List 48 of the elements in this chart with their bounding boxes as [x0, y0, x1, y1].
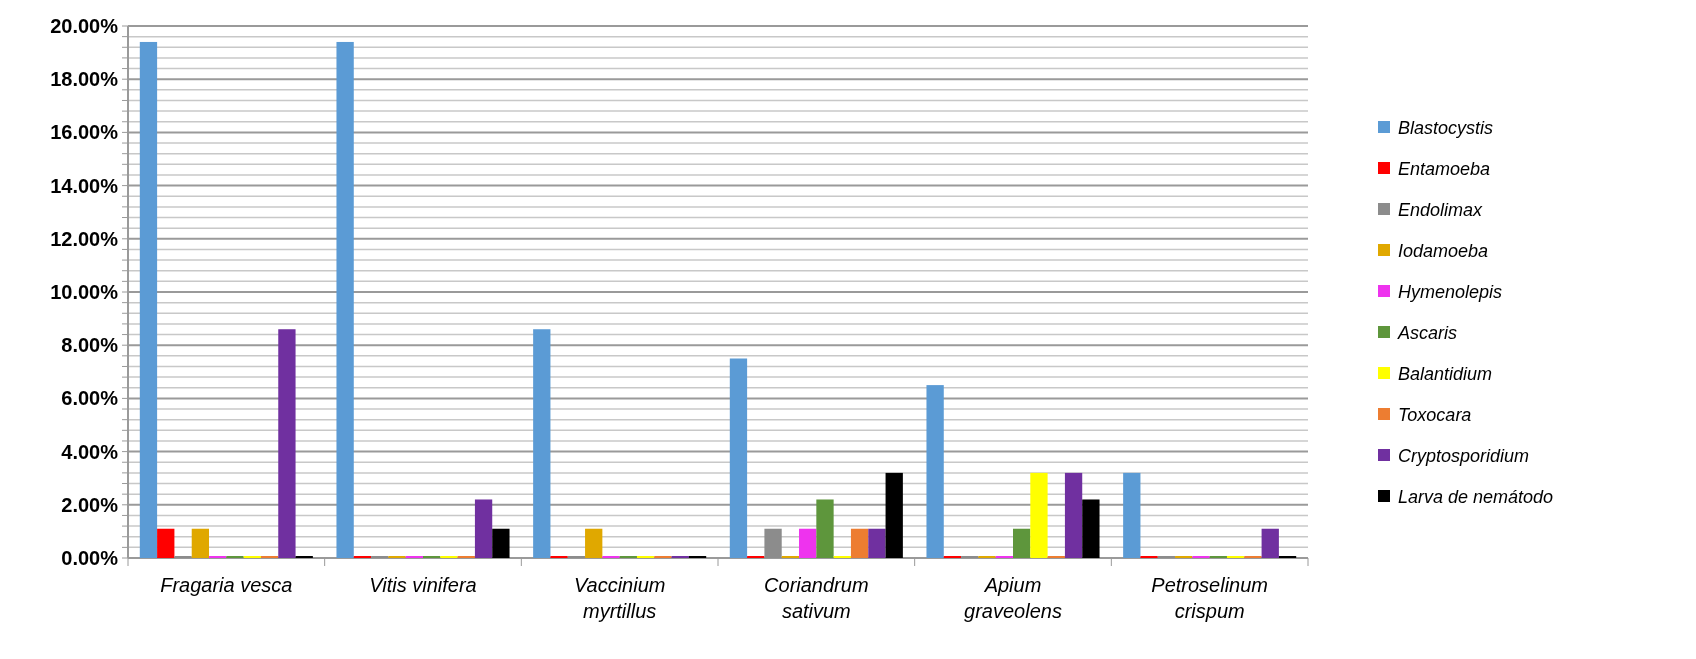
bar: [799, 528, 817, 558]
legend-label: Toxocara: [1398, 405, 1472, 426]
bar: [1082, 499, 1100, 558]
y-tick-label: 8.00%: [61, 334, 119, 357]
bar: [492, 528, 510, 558]
bar: [729, 358, 748, 558]
legend-label: Entamoeba: [1398, 159, 1491, 180]
y-tick-label: 18.00%: [50, 68, 119, 91]
bar: [585, 528, 603, 558]
x-tick-label: Apium graveolens: [964, 574, 1062, 622]
legend-label: Balantidium: [1398, 364, 1493, 385]
legend-label: Iodamoeba: [1398, 241, 1489, 262]
legend-label: Endolimax: [1398, 200, 1484, 221]
x-tick-label: Petroselinum crispum: [1151, 574, 1269, 622]
legend-label: Cryptosporidium: [1398, 446, 1530, 467]
legend-label: Ascaris: [1397, 323, 1458, 344]
bar: [816, 499, 834, 558]
legend-label: Hymenolepis: [1398, 282, 1503, 303]
y-tick-label: 16.00%: [50, 121, 119, 144]
bar: [1030, 472, 1048, 558]
bar: [764, 528, 782, 558]
x-tick-label: Vaccinium myrtillus: [573, 574, 666, 622]
bar: [868, 528, 886, 558]
bar: [191, 528, 210, 558]
y-tick-label: 14.00%: [50, 174, 119, 197]
y-tick-label: 10.00%: [50, 281, 119, 303]
bar: [474, 499, 493, 558]
bar: [885, 472, 903, 558]
bar: [850, 528, 869, 558]
y-tick-label: 2.00%: [61, 493, 119, 516]
bar: [1064, 472, 1083, 558]
y-tick-label: 12.00%: [50, 227, 119, 250]
y-tick-label: 4.00%: [61, 440, 119, 463]
bar: [157, 528, 175, 558]
bar: [1013, 528, 1031, 558]
bar: [926, 385, 944, 558]
y-tick-label: 20.00%: [50, 15, 119, 37]
x-tick-label: Fragaria vesca: [160, 574, 293, 596]
bar: [1261, 528, 1279, 558]
bar: [278, 329, 296, 558]
y-tick-label: 6.00%: [61, 387, 119, 410]
y-tick-label: 0.00%: [61, 547, 119, 569]
x-tick-label: Vitis vinifera: [369, 574, 477, 596]
bar: [533, 329, 551, 558]
legend-label: Blastocystis: [1398, 118, 1494, 139]
x-tick-label: Coriandrum sativum: [764, 574, 869, 622]
bar: [1123, 472, 1141, 558]
legend-label: Larva de nemátodo: [1398, 487, 1554, 508]
